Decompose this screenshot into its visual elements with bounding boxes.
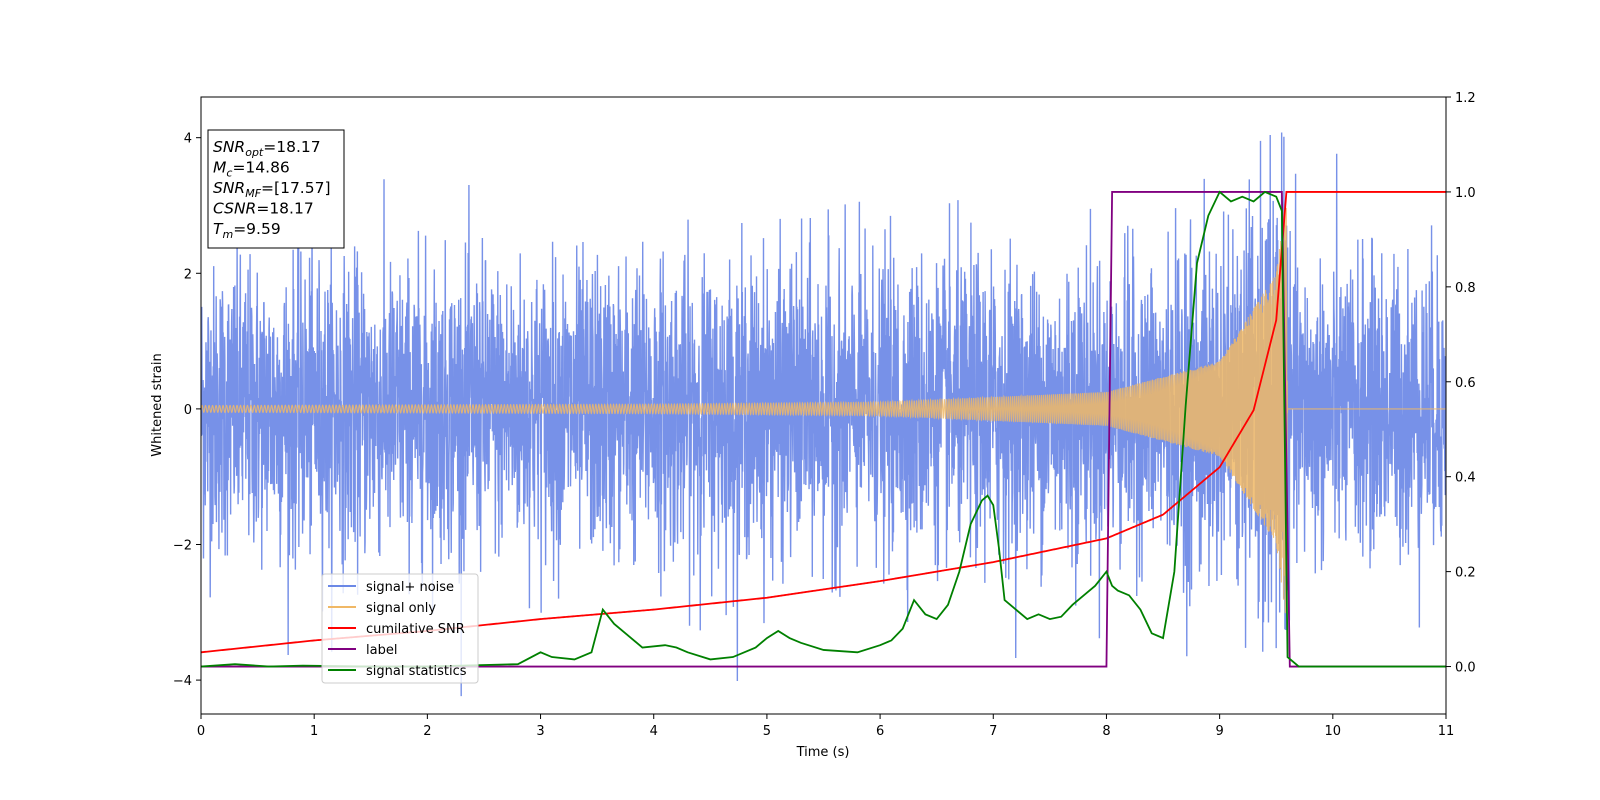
annotation-box: SNRopt=18.17Mc=14.86SNRMF=[17.57]CSNR=18…	[207, 129, 345, 249]
x-tick-label: 9	[1215, 724, 1223, 739]
y2-tick-label: 0.2	[1455, 566, 1476, 581]
y2-tick-label: 1.0	[1455, 186, 1476, 201]
x-axis-label: Time (s)	[796, 745, 850, 760]
series-signal-only-line	[201, 206, 1446, 614]
annotation-line: CSNR=18.17	[213, 200, 314, 218]
x-tick-label: 2	[423, 724, 431, 739]
y2-tick-label: 1.2	[1455, 91, 1476, 106]
legend-label: signal statistics	[366, 664, 467, 679]
x-tick-label: 11	[1438, 724, 1455, 739]
legend-label: cumilative SNR	[366, 622, 465, 637]
annotation-line: SNRopt=18.17	[213, 138, 321, 159]
plot-frame	[200, 96, 1447, 715]
axes: 0 1 2 3 4 5 6 7 8 9 10 11 −4 −2 0 2 4 0.0 0.2 0.4 0.6 0.8 1.0 1…	[173, 91, 1476, 739]
x-tick-label: 0	[197, 724, 205, 739]
legend-label: signal only	[366, 601, 436, 616]
annotation-line: Mc=14.86	[213, 159, 290, 180]
x-tick-label: 7	[989, 724, 997, 739]
x-tick-label: 4	[650, 724, 658, 739]
x-tick-label: 3	[536, 724, 544, 739]
legend-frame	[321, 573, 479, 684]
x-tick-label: 1	[310, 724, 318, 739]
y-tick-label: 0	[184, 403, 192, 418]
x-tick-label: 10	[1325, 724, 1342, 739]
y2-tick-label: 0.0	[1455, 661, 1476, 676]
y-tick-label: −4	[173, 674, 192, 689]
y-tick-label: −2	[173, 538, 192, 553]
legend: signal+ noise signal only cumilative SNR la…	[321, 573, 479, 684]
x-tick-label: 5	[763, 724, 771, 739]
y2-tick-label: 0.6	[1455, 376, 1476, 391]
annotation-line: Tm=9.59	[213, 220, 281, 241]
x-tick-label: 8	[1102, 724, 1110, 739]
y-tick-label: 4	[184, 132, 192, 147]
y-axis-label: Whitened strain	[150, 353, 165, 456]
y2-tick-label: 0.8	[1455, 281, 1476, 296]
annotation-line: SNRMF=[17.57]	[213, 179, 331, 200]
legend-label: label	[366, 643, 397, 658]
legend-label: signal+ noise	[366, 580, 454, 595]
annotation-frame	[207, 129, 345, 249]
series-signal-statistics-line	[201, 190, 1446, 668]
x-tick-label: 6	[876, 724, 884, 739]
y-tick-label: 2	[184, 267, 192, 282]
y2-tick-label: 0.4	[1455, 471, 1476, 486]
